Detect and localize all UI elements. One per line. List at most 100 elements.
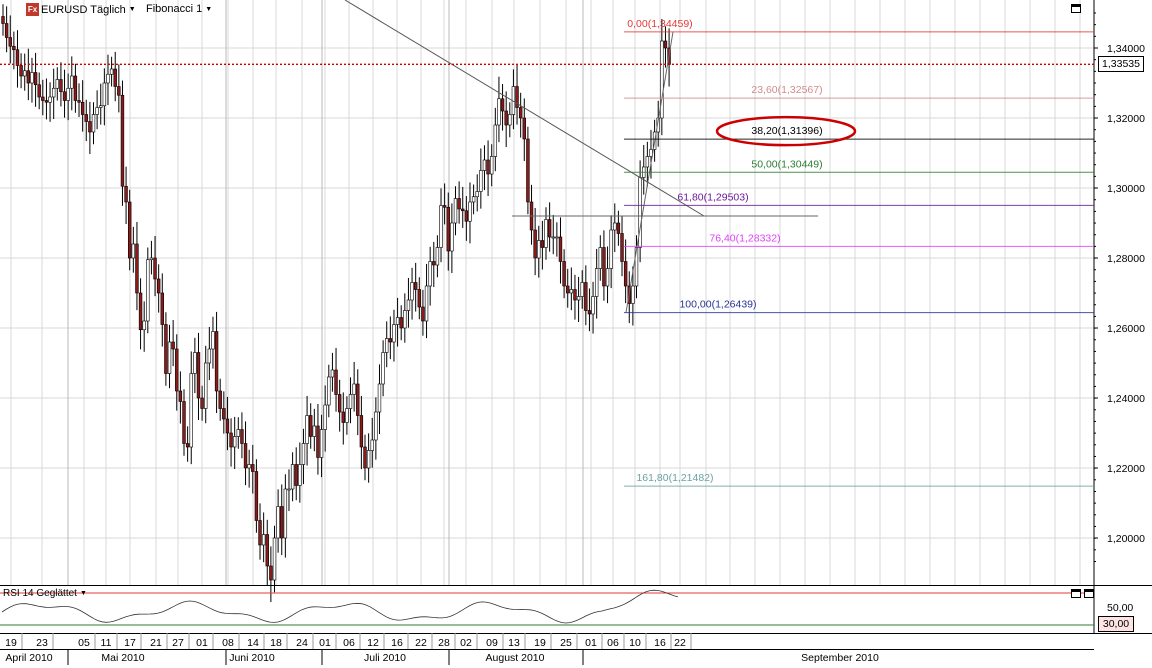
candle bbox=[91, 114, 96, 133]
candle bbox=[500, 98, 505, 112]
candle bbox=[41, 96, 45, 101]
candle bbox=[23, 70, 27, 77]
month-label: August 2010 bbox=[486, 652, 545, 664]
candle bbox=[95, 107, 99, 115]
date-tick-label: 16 bbox=[391, 637, 403, 649]
fibonacci-label: 100,00(1,26439) bbox=[679, 299, 756, 311]
candle bbox=[30, 72, 34, 84]
candle bbox=[374, 411, 378, 441]
candle bbox=[428, 261, 432, 287]
candle bbox=[468, 201, 472, 222]
candle bbox=[26, 70, 31, 84]
horizontal-grid bbox=[0, 47, 1094, 539]
candle bbox=[540, 240, 545, 248]
candle bbox=[319, 429, 324, 458]
candle bbox=[12, 45, 16, 51]
candle bbox=[243, 443, 248, 469]
candle bbox=[113, 68, 117, 87]
app-logo-icon: Fx bbox=[26, 3, 39, 16]
fibonacci-label: 76,40(1,28332) bbox=[709, 232, 780, 244]
candle bbox=[294, 464, 298, 486]
rsi-level-box: 30,00 bbox=[1098, 616, 1134, 632]
candle bbox=[587, 310, 592, 315]
fibonacci-label: 61,80(1,29503) bbox=[677, 191, 748, 203]
candle bbox=[356, 383, 360, 416]
candle bbox=[200, 397, 204, 409]
tool-selector[interactable]: Fibonacci 1 ▼ bbox=[146, 3, 212, 15]
date-tick-label: 02 bbox=[460, 637, 472, 649]
candles bbox=[1, 4, 671, 603]
candle bbox=[222, 408, 226, 420]
candle bbox=[385, 338, 389, 353]
candle bbox=[77, 100, 81, 103]
candle bbox=[562, 261, 566, 287]
candle bbox=[272, 537, 277, 581]
date-tick-label: 06 bbox=[343, 637, 355, 649]
candle bbox=[218, 390, 222, 409]
candle bbox=[442, 205, 447, 208]
candle bbox=[189, 373, 193, 448]
price-tick-label: 1,30000 bbox=[1107, 183, 1145, 195]
candle bbox=[471, 196, 476, 203]
candle bbox=[421, 306, 425, 322]
candle bbox=[544, 219, 548, 248]
candle bbox=[131, 243, 136, 259]
date-tick-label: 18 bbox=[270, 637, 282, 649]
month-label: September 2010 bbox=[801, 652, 879, 664]
symbol-selector[interactable]: Fx EURUSD Täglich ▼ bbox=[26, 3, 136, 16]
date-tick-label: 24 bbox=[296, 637, 308, 649]
candle bbox=[352, 383, 356, 395]
candle bbox=[19, 65, 23, 77]
candle bbox=[504, 110, 508, 126]
candle bbox=[280, 506, 284, 539]
candle bbox=[616, 222, 621, 234]
candle bbox=[594, 268, 599, 297]
price-tick-label: 1,24000 bbox=[1107, 393, 1145, 405]
candle bbox=[424, 285, 429, 322]
candle bbox=[533, 229, 537, 259]
rsi-maximize-icon[interactable] bbox=[1071, 589, 1081, 598]
candle bbox=[450, 222, 454, 252]
date-tick-label: 09 bbox=[486, 637, 498, 649]
maximize-icon[interactable] bbox=[1071, 4, 1081, 13]
candle bbox=[290, 464, 295, 490]
candle bbox=[645, 156, 650, 168]
candle bbox=[4, 23, 9, 38]
candle bbox=[156, 278, 161, 294]
candle bbox=[623, 261, 628, 287]
date-tick-label: 11 bbox=[101, 637, 112, 649]
date-tick-label: 14 bbox=[247, 637, 259, 649]
rsi-close-icon[interactable] bbox=[1084, 589, 1094, 598]
candle bbox=[413, 282, 418, 290]
candle bbox=[120, 94, 125, 187]
candle bbox=[142, 320, 146, 331]
candle bbox=[59, 79, 63, 93]
candle bbox=[479, 170, 483, 192]
rsi-axis-label: 50,00 bbox=[1107, 602, 1133, 614]
candle bbox=[334, 369, 338, 395]
candle bbox=[482, 159, 487, 171]
price-tick-label: 1,34000 bbox=[1107, 43, 1145, 55]
candle bbox=[316, 425, 320, 458]
candle bbox=[193, 352, 197, 374]
candle bbox=[138, 292, 143, 331]
candle bbox=[439, 205, 443, 248]
candle bbox=[265, 534, 269, 567]
candle bbox=[366, 450, 371, 469]
rsi-selector[interactable]: RSI 14 Geglättet ▼ bbox=[3, 588, 87, 599]
candle bbox=[591, 296, 595, 315]
candle bbox=[55, 79, 60, 89]
candle bbox=[609, 229, 613, 269]
candle bbox=[160, 292, 164, 325]
candle bbox=[345, 408, 349, 423]
candle bbox=[377, 383, 382, 413]
candle bbox=[196, 352, 201, 399]
candle bbox=[381, 352, 385, 385]
candle bbox=[269, 565, 273, 581]
candle bbox=[1, 16, 5, 24]
fibonacci-label: 0,00(1,34459) bbox=[627, 18, 692, 30]
candle bbox=[522, 117, 526, 140]
candle bbox=[124, 185, 128, 203]
candle bbox=[135, 243, 139, 294]
